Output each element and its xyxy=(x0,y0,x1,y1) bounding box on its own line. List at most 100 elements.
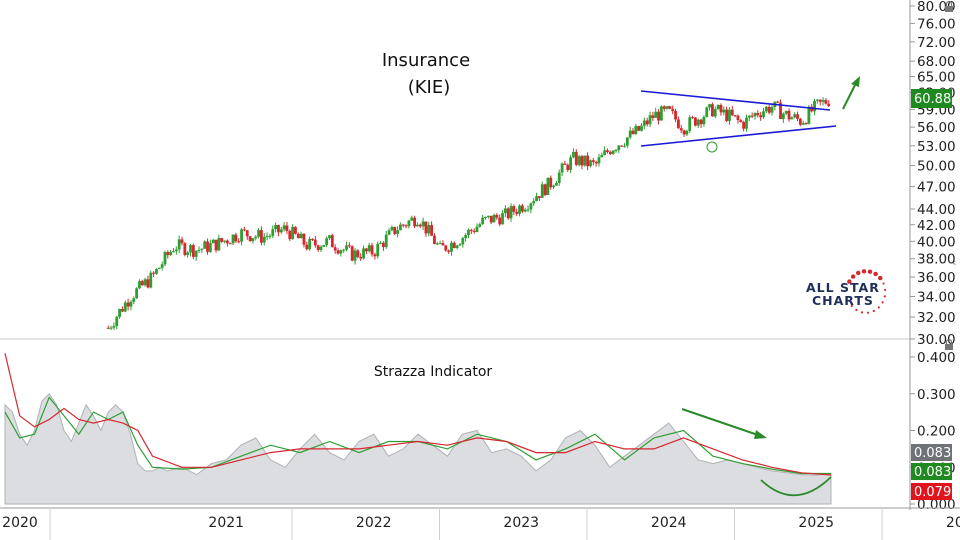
candle-body xyxy=(824,100,828,104)
circled-low-marker xyxy=(706,141,718,153)
candle-body xyxy=(160,264,164,268)
candle-body xyxy=(555,182,558,186)
candle-body xyxy=(410,217,414,221)
candle-body xyxy=(302,233,306,245)
candle-body xyxy=(194,250,198,257)
candle-body xyxy=(753,113,757,117)
candle-body xyxy=(784,110,788,114)
lock-icon[interactable] xyxy=(945,0,953,13)
candle-body xyxy=(696,119,700,126)
all-star-charts-logo: ALL STAR CHARTS xyxy=(806,269,887,314)
candle-body xyxy=(611,150,615,155)
logo-line-2: CHARTS xyxy=(812,293,874,308)
collapse-chevron-icon[interactable]: ‹ xyxy=(952,256,956,269)
candle-body xyxy=(586,155,590,167)
candle-body xyxy=(359,256,363,259)
candle-body xyxy=(123,302,127,312)
candle-body xyxy=(450,242,453,252)
candle-body xyxy=(540,184,544,198)
candle-body xyxy=(285,225,289,231)
time-axis: 2020 2021 2022 2023 2024 2025 2026 xyxy=(0,507,960,540)
candle-body xyxy=(174,249,178,252)
candle-body xyxy=(526,209,530,211)
price-tick-label: 32.00 xyxy=(917,310,956,326)
candle-body xyxy=(183,243,187,255)
candle-body xyxy=(186,252,190,255)
candle-body xyxy=(208,243,212,252)
candle-body xyxy=(126,302,130,307)
candle-body xyxy=(455,245,459,248)
candle-body xyxy=(461,238,465,245)
logo-star-arc xyxy=(847,269,887,314)
candle-body xyxy=(815,99,819,101)
logo-star xyxy=(855,270,861,276)
logo-star xyxy=(867,269,873,274)
candle-body xyxy=(211,239,215,244)
candle-body xyxy=(155,268,158,274)
candle-body xyxy=(277,225,280,233)
candle-body xyxy=(370,245,374,255)
candle-body xyxy=(452,242,456,248)
candle-body xyxy=(129,301,133,307)
candle-body xyxy=(296,233,300,239)
candle-body xyxy=(676,119,680,129)
candle-body xyxy=(781,113,785,119)
candle-body xyxy=(260,230,263,243)
candle-body xyxy=(801,123,805,125)
candle-body xyxy=(793,114,797,118)
candle-body xyxy=(228,243,232,245)
logo-star xyxy=(873,271,878,277)
candle-body xyxy=(166,252,170,256)
candle-body xyxy=(376,243,380,257)
candle-body xyxy=(265,236,269,238)
price-panel: Insurance (KIE) xyxy=(106,50,860,331)
candle-body xyxy=(418,224,422,227)
candle-body xyxy=(203,241,207,249)
candle-body xyxy=(597,157,601,164)
indicator-tick-label: 0.200 xyxy=(917,424,956,440)
candle-body xyxy=(617,145,621,151)
candle-body xyxy=(532,201,536,204)
chart-subtitle: (KIE) xyxy=(408,77,451,98)
candle-body xyxy=(379,242,382,244)
candle-body xyxy=(725,109,729,121)
candle-body xyxy=(699,119,703,125)
candle-body xyxy=(214,239,218,251)
strazza-area xyxy=(4,393,832,505)
candle-body xyxy=(668,106,672,109)
candle-body xyxy=(381,242,385,248)
last-price-value: 60.88 xyxy=(914,92,951,107)
lower-trendline xyxy=(640,125,837,147)
indicator-down-arrow xyxy=(681,408,767,439)
price-tick-label: 50.00 xyxy=(917,159,956,175)
logo-star xyxy=(855,308,858,312)
candle-body xyxy=(430,225,434,236)
candle-body xyxy=(608,151,612,155)
candle-body xyxy=(594,161,598,164)
price-tick-label: 36.00 xyxy=(917,270,956,286)
candle-body xyxy=(350,246,354,261)
price-tick-label: 44.00 xyxy=(917,202,956,218)
time-axis-labels: 2020 2021 2022 2023 2024 2025 2026 xyxy=(2,508,960,540)
candle-body xyxy=(767,106,771,113)
candle-body xyxy=(180,239,184,244)
time-axis-label: 2023 xyxy=(503,515,539,531)
candle-body xyxy=(384,234,388,248)
candle-body xyxy=(325,238,329,246)
candle-body xyxy=(330,235,334,248)
candle-body xyxy=(492,214,496,223)
candle-body xyxy=(603,150,607,155)
candle-body xyxy=(552,185,555,188)
candle-body xyxy=(762,111,765,118)
logo-star xyxy=(861,269,867,274)
time-axis-label: 2024 xyxy=(651,515,687,531)
candle-body xyxy=(475,226,479,232)
candle-body xyxy=(733,115,737,117)
candle-body xyxy=(685,130,689,135)
candle-body xyxy=(206,241,209,252)
candle-body xyxy=(271,229,275,236)
right-axis: 80.0076.0072.0068.0065.0062.0059.0056.00… xyxy=(909,0,956,513)
candle-body xyxy=(779,102,782,119)
lock-icon[interactable] xyxy=(945,338,953,351)
candle-body xyxy=(399,224,402,231)
